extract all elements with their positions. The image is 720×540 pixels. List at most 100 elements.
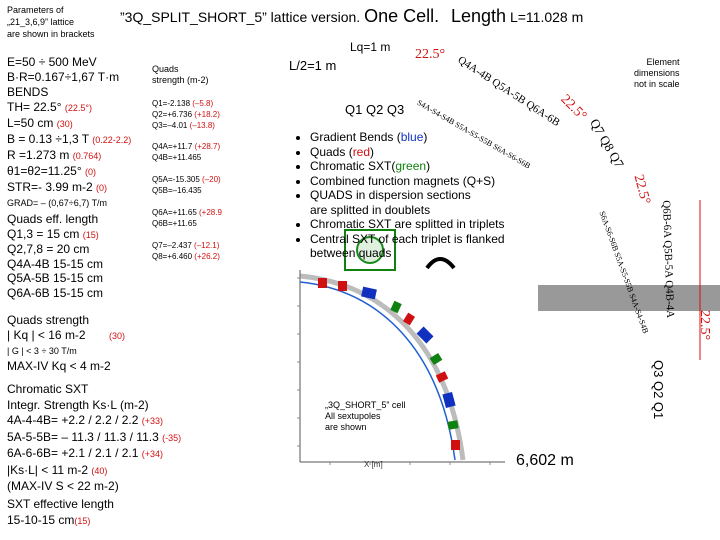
chrom-s5-old: (-35) (162, 432, 182, 443)
qsl-kq: | Kq | < 16 m-2 (7, 328, 86, 342)
l-value: L=50 cm (7, 116, 54, 130)
r-old: (0.764) (72, 151, 102, 161)
quads-strength-table: Quads strength (m-2) (152, 64, 209, 86)
q4-values: Q4A=+11.7 (+28.7) Q4B=+11.465 (152, 141, 220, 163)
arc-magnets (318, 278, 460, 450)
b-value: B = 0.13 ÷1,3 T (7, 132, 89, 146)
chrom-ksl: |Ks·L| < 11 m-2 (7, 462, 89, 477)
q5-values: Q5A=-15.305 (–20) Q5B=–16.435 (152, 174, 221, 196)
th-row: TH= 22.5° (22.5°) (7, 100, 131, 116)
b-row: B = 0.13 ÷1,3 T (0.22-2.2) (7, 132, 131, 148)
angle-top: 22.5° (415, 47, 446, 62)
qsl-title: Quads strength (7, 313, 90, 327)
sxt-effective-length: SXT effective length 15-10-15 cm(15) (7, 497, 114, 529)
qsl-kq-old: (30) (108, 331, 125, 341)
bullet-central-sxt: Central SXT of each triplet is flankedbe… (310, 232, 505, 261)
r-value: R =1.273 m (7, 148, 70, 162)
quads-eff-length: Quads eff. length Q1,3 = 15 cm (15) Q2,7… (7, 212, 103, 300)
theta-value: θ1=θ2=11.25° (7, 164, 82, 178)
q7-value: Q7=–2.437 (152, 241, 192, 250)
sxt-title: SXT effective length (7, 497, 114, 511)
beam-orbit-arc (299, 281, 456, 461)
gray-band (538, 285, 720, 311)
params-note-line: Parameters of (7, 5, 64, 15)
q5a-old: (–20) (202, 175, 221, 184)
bullet-chromatic-sxt: Chromatic SXT(green) (310, 159, 505, 174)
r-row: R =1.273 m (0.764) (7, 148, 131, 164)
q123-values: Q1=-2.138 (–5.8) Q2=+6.736 (+18.2) Q3=–4… (152, 98, 220, 131)
sxt-value: 15-10-15 cm (7, 512, 75, 527)
l-row: L=50 cm (30) (7, 116, 131, 132)
between-quads: between quads (310, 246, 392, 260)
title-main: ”3Q_SPLIT_SHORT_5” lattice version. (120, 9, 361, 25)
title-length-big: Length (451, 6, 507, 26)
chrom-title-1: Chromatic SXT (7, 382, 89, 396)
q5b-value: Q5B=–16.435 (152, 186, 202, 195)
l-old: (30) (56, 119, 73, 129)
qel-q4: Q4A-4B 15-15 cm (7, 256, 104, 271)
sxt-old: (15) (74, 515, 91, 526)
chrom-s4-old: (+33) (141, 416, 164, 426)
chrom-maxiv: (MAX-IV S < 22 m-2) (7, 479, 119, 493)
bullet-sxt-triplets: Chromatic SXT are splitted in triplets (310, 217, 505, 232)
params-note: Parameters of „21_3,6,9” lattice are sho… (7, 4, 95, 40)
chrom-s4: 4A-4-4B= +2.2 / 2.2 / 2.2 (7, 413, 139, 427)
q6a-value: Q6A=+11.65 (152, 208, 197, 217)
qel-q6: Q6A-6B 15-15 cm (7, 285, 104, 300)
q1-value: Q1=-2.138 (152, 99, 191, 108)
qsl-maxiv: MAX-IV Kq < 4 m-2 (7, 359, 111, 373)
x-axis-label: X [m] (364, 460, 383, 469)
plot-ticks (297, 277, 491, 465)
qel-q13: Q1,3 = 15 cm (7, 226, 80, 241)
main-parameters: E=50 ÷ 500 MeV B·R=0.167÷1,67 T·m BENDS … (7, 55, 131, 211)
energy: E=50 ÷ 500 MeV (7, 55, 97, 69)
chrom-s6-old: (+34) (141, 449, 164, 459)
th-value: TH= 22.5° (7, 100, 62, 114)
chrom-s6: 6A-6-6B= +2.1 / 2.1 / 2.1 (7, 446, 139, 460)
half-length-label: L/2=1 m (289, 58, 337, 73)
q5a-value: Q5A=-15.305 (152, 175, 200, 184)
q6a-old: (+28.9 (199, 208, 222, 217)
lq-label: Lq=1 m (350, 40, 391, 54)
str-old: (0) (96, 183, 108, 193)
chrom-title-2: Integr. Strength Ks·L (m-2) (7, 397, 149, 412)
q3-value: Q3=–4.01 (152, 121, 188, 130)
bullet-list: Gradient Bends (blue) Quads (red) Chroma… (296, 130, 505, 261)
q7-old: (–12.1) (194, 241, 220, 250)
theta-old: (0) (85, 167, 96, 177)
q78-values: Q7=–2.437 (–12.1) Q8=+6.460 (+26.2) (152, 240, 220, 262)
chrom-ksl-old: (40) (91, 465, 108, 476)
qs-title-2: strength (m-2) (152, 75, 209, 85)
b-old: (0.22-2.2) (92, 135, 132, 145)
q4a-value: Q4A=+11.7 (152, 142, 193, 151)
chromatic-sxt: Chromatic SXT Integr. Strength Ks·L (m-2… (7, 382, 181, 495)
q8-old: (+26.2) (194, 252, 220, 261)
quads-split-line: are splitted in doublets (310, 202, 431, 217)
q3-old: (–13.8) (189, 121, 215, 130)
angle-right-3: 22.5° (697, 310, 712, 341)
qs-title-1: Quads (152, 64, 179, 74)
distance-label: 6,602 m (516, 452, 574, 469)
arch-symbol (425, 257, 456, 270)
beam-orbit-arc-outer (299, 273, 466, 461)
q4b-value: Q4B=+11.465 (152, 153, 202, 162)
plot-note: „3Q_SHORT_5” cell All sextupoles are sho… (325, 400, 406, 432)
q123-label: Q1 Q2 Q3 (345, 102, 405, 117)
element-note: Element dimensions not in scale (634, 57, 680, 89)
grad: GRAD= – (0,67÷6,7) T/m (7, 198, 108, 208)
quads-strength-limits: Quads strength | Kq | < 16 m-2 (30) | G … (7, 313, 125, 374)
bends-label: BENDS (7, 85, 49, 99)
params-note-line: „21_3,6,9” lattice (7, 17, 75, 27)
qel-q5: Q5A-5B 15-15 cm (7, 271, 104, 285)
page-title: ”3Q_SPLIT_SHORT_5” lattice version. One … (120, 6, 583, 27)
bullet-combined-function: Combined function magnets (Q+S) (310, 174, 505, 189)
theta-row: θ1=θ2=11.25° (0) (7, 164, 131, 180)
qsl-g: | G | < 3 ÷ 30 T/m (7, 346, 77, 356)
str-row: STR=- 3.99 m-2 (0) (7, 180, 131, 196)
str-value: STR=- 3.99 m-2 (7, 180, 93, 194)
bullet-gradient-bends: Gradient Bends (blue) (310, 130, 505, 145)
q2-old: (+18.2) (194, 110, 220, 119)
qel-q278: Q2,7,8 = 20 cm (7, 242, 90, 256)
q6-values: Q6A=+11.65 (+28.9 Q6B=+11.65 (152, 207, 222, 229)
